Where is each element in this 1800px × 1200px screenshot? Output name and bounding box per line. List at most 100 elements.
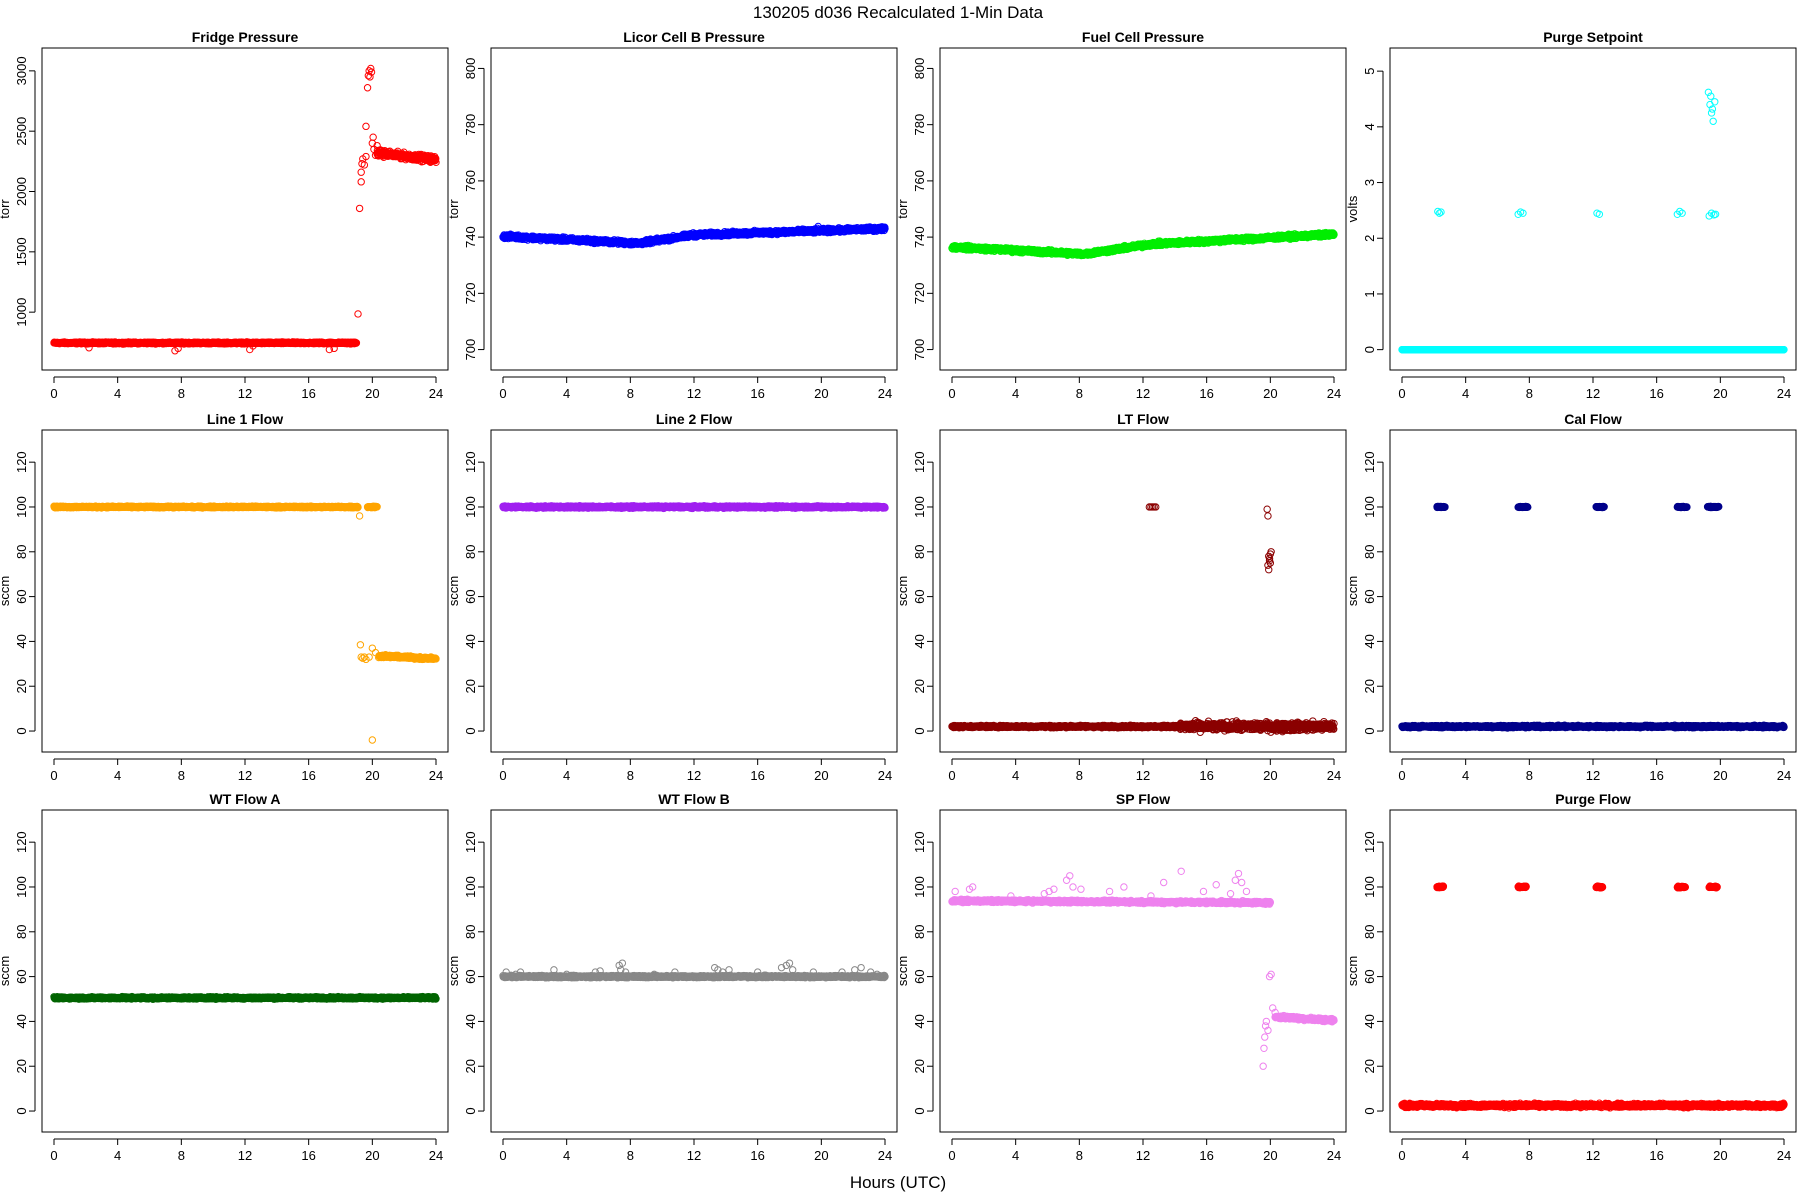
- panel-1: Fridge Pressure torr 0 4 8 12 16 20 24 1000 1500 20…: [0, 29, 449, 401]
- x-tick-label: 8: [178, 386, 185, 401]
- series-band: [50, 338, 361, 348]
- series-band: [690, 223, 889, 241]
- panel-title: Licor Cell B Pressure: [623, 29, 765, 45]
- data-point: [85, 344, 93, 352]
- data-point: [819, 227, 827, 236]
- series-band: [1147, 228, 1338, 250]
- y-axis-label: volts: [1345, 195, 1360, 222]
- x-tick-label: 20: [1263, 386, 1277, 401]
- data-point: [354, 310, 362, 318]
- panel-grid: Fridge Pressure torr 0 4 8 12 16 20 24 1000 1500 20…: [0, 29, 1797, 1163]
- y-tick-label: 700: [912, 339, 927, 361]
- x-tick-label: 16: [301, 386, 315, 401]
- series-band: [499, 230, 642, 249]
- series-points: [499, 222, 889, 249]
- y-tick-label: 2500: [14, 117, 29, 146]
- data-point: [357, 178, 365, 186]
- data-point: [366, 73, 374, 81]
- x-tick-label: 24: [1327, 386, 1341, 401]
- data-point: [369, 133, 377, 141]
- data-point: [371, 151, 380, 160]
- x-tick-label: 16: [750, 386, 764, 401]
- x-tick-label: 12: [238, 386, 252, 401]
- series-points: [1398, 88, 1788, 354]
- x-tick-label: 24: [429, 386, 443, 401]
- data-point: [362, 152, 370, 161]
- y-axis: 700 720 740 760 780 800: [463, 58, 485, 361]
- y-tick-label: 760: [912, 170, 927, 192]
- x-tick-label: 24: [878, 386, 892, 401]
- x-axis: 0 4 8 12 16 20 24: [499, 376, 892, 401]
- panel-title: Fridge Pressure: [192, 29, 299, 45]
- plot-frame: [41, 47, 449, 371]
- data-point: [360, 161, 369, 169]
- data-point: [367, 64, 375, 73]
- series-points: [948, 228, 1338, 260]
- plot-frame: [490, 47, 898, 371]
- series-band: [1398, 345, 1788, 354]
- y-tick-label: 1000: [14, 298, 29, 327]
- data-point: [373, 141, 381, 150]
- y-axis-label: torr: [446, 199, 461, 219]
- y-tick-label: 760: [463, 170, 478, 192]
- y-tick-label: 700: [463, 339, 478, 361]
- y-tick-label: 800: [463, 58, 478, 80]
- y-axis-label: torr: [895, 199, 910, 219]
- data-point: [362, 122, 370, 131]
- y-tick-label: 780: [463, 114, 478, 136]
- data-point: [1330, 231, 1338, 239]
- data-point: [325, 345, 334, 354]
- y-tick-label: 2000: [14, 177, 29, 206]
- y-tick-label: 720: [463, 282, 478, 304]
- series-band: [1080, 239, 1155, 259]
- x-tick-label: 0: [948, 386, 955, 401]
- data-point: [881, 224, 889, 233]
- plot-frame: [939, 47, 1347, 371]
- x-axis-label: Hours (UTC): [850, 1173, 946, 1192]
- figure-title: 130205 d036 Recalculated 1-Min Data: [753, 3, 1044, 22]
- series-band: [948, 241, 1088, 260]
- data-point: [363, 84, 372, 92]
- x-tick-label: 4: [114, 386, 121, 401]
- y-tick-label: 720: [912, 282, 927, 304]
- data-point: [174, 344, 182, 353]
- y-tick-label: 800: [912, 58, 927, 80]
- data-point: [249, 342, 257, 350]
- data-point: [814, 222, 822, 231]
- data-point: [809, 229, 818, 237]
- x-tick-label: 8: [627, 386, 634, 401]
- data-point: [357, 168, 365, 176]
- y-tick-label: 780: [912, 114, 927, 136]
- data-point: [330, 344, 338, 353]
- y-tick-label: 740: [463, 226, 478, 248]
- x-tick-label: 4: [563, 386, 570, 401]
- y-axis-label: torr: [0, 199, 12, 219]
- y-axis: 700 720 740 760 780 800: [912, 58, 934, 361]
- data-point: [432, 154, 440, 163]
- series-points: [50, 64, 440, 355]
- data-point: [432, 158, 440, 167]
- x-tick-label: 8: [1076, 386, 1083, 401]
- data-point: [355, 204, 364, 213]
- data-point: [430, 152, 439, 161]
- x-tick-label: 0: [50, 386, 57, 401]
- data-point: [367, 68, 376, 76]
- x-tick-label: 20: [814, 386, 828, 401]
- panel-title: Fuel Cell Pressure: [1082, 29, 1204, 45]
- y-tick-label: 1500: [14, 237, 29, 266]
- series-band: [634, 229, 698, 249]
- y-tick-label: 740: [912, 226, 927, 248]
- panel-title: Purge Setpoint: [1543, 29, 1643, 45]
- x-tick-label: 4: [1012, 386, 1019, 401]
- x-axis: 0 4 8 12 16 20 24: [948, 376, 1341, 401]
- x-tick-label: 12: [1136, 386, 1150, 401]
- x-tick-label: 20: [365, 386, 379, 401]
- x-axis: 0 4 8 12 16 20 24: [50, 376, 443, 401]
- data-point: [352, 339, 361, 347]
- y-tick-label: 3000: [14, 56, 29, 85]
- series-band: [373, 146, 440, 167]
